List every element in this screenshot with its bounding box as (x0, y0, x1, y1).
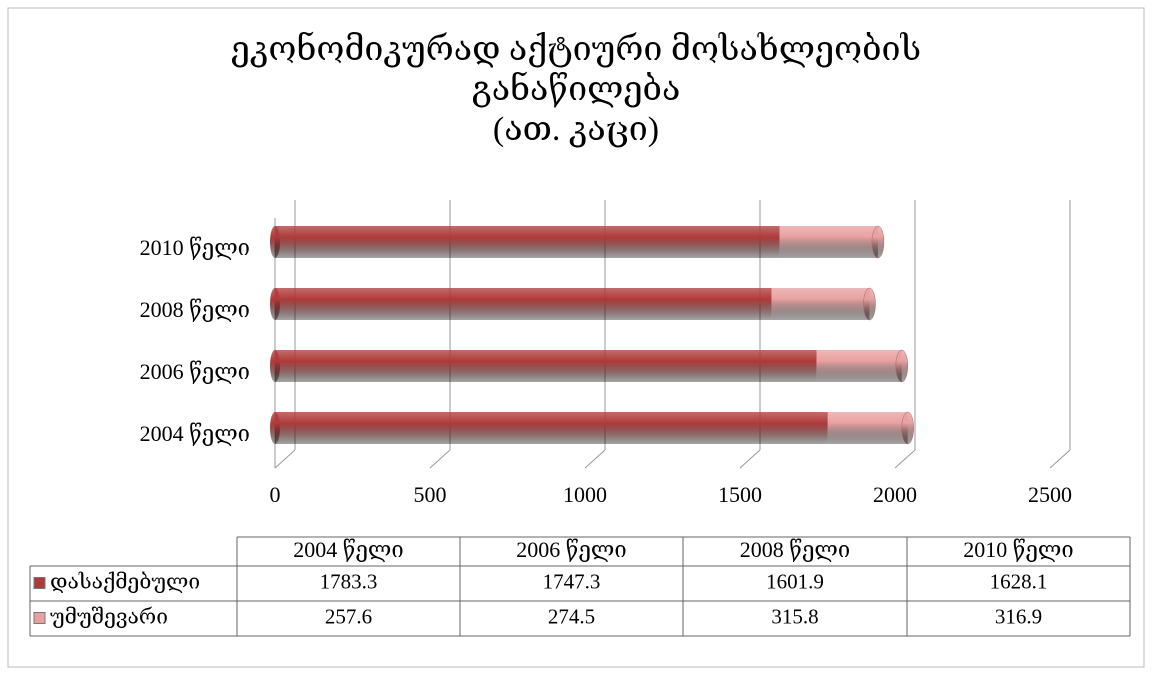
y-tick-label: 2004 წელი (140, 421, 250, 446)
grid-line (584, 449, 606, 469)
y-tick-label: 2006 წელი (140, 359, 250, 384)
x-tick-label: 0 (270, 482, 281, 507)
title-line: (ათ. კაცი) (493, 111, 659, 148)
bar-cap (863, 287, 876, 321)
table-cell: 1747.3 (543, 569, 601, 593)
legend-label: დასაქმებული (50, 569, 200, 593)
bar-cap (901, 411, 914, 445)
grid-line (1049, 449, 1071, 469)
y-tick-label: 2010 წელი (140, 235, 250, 260)
x-tick-label: 1000 (563, 482, 607, 507)
bar-cap (871, 225, 885, 259)
bar-cap (270, 412, 280, 444)
grid-line (274, 449, 296, 469)
data-table (29, 536, 1131, 637)
bar (275, 412, 828, 444)
y-tick-label: 2008 წელი (140, 297, 250, 322)
legend-label: უმუშევარი (50, 604, 168, 628)
table-header: 2006 წელი (516, 537, 626, 562)
table-cell: 315.8 (771, 604, 818, 628)
table-cell: 316.9 (995, 604, 1042, 628)
bar (275, 288, 772, 320)
table-header: 2008 წელი (740, 537, 850, 562)
table-cell: 1783.3 (320, 569, 378, 593)
x-tick-label: 2000 (873, 482, 917, 507)
table-cell: 257.6 (325, 604, 372, 628)
grid-line (894, 449, 916, 469)
grid-line (429, 449, 451, 469)
bar-cap (270, 288, 280, 320)
bar (275, 350, 817, 382)
x-tick-label: 500 (414, 482, 447, 507)
chart-border (7, 7, 1145, 668)
table-header: 2004 წელი (293, 537, 403, 562)
table-cell: 274.5 (548, 604, 595, 628)
table-header: 2010 წელი (963, 537, 1073, 562)
x-tick-label: 1500 (718, 482, 762, 507)
legend-swatch (33, 577, 46, 589)
grid-line (739, 449, 761, 469)
title-line: განაწილება (472, 71, 681, 108)
bar (275, 226, 780, 258)
bar-cap (895, 349, 909, 383)
table-cell: 1628.1 (990, 569, 1048, 593)
bar (827, 412, 908, 444)
bar (816, 350, 902, 382)
chart-title: ეკონომიკურად აქტიური მოსახლეობის განაწილ… (231, 31, 921, 148)
bar-cap (270, 350, 280, 382)
x-tick-label: 2500 (1028, 482, 1072, 507)
title-line: ეკონომიკურად აქტიური მოსახლეობის (231, 31, 921, 68)
legend-swatch (33, 612, 46, 624)
bar-cap (270, 226, 280, 258)
bar (771, 288, 870, 320)
table-cell: 1601.9 (766, 569, 824, 593)
bar (779, 226, 878, 258)
